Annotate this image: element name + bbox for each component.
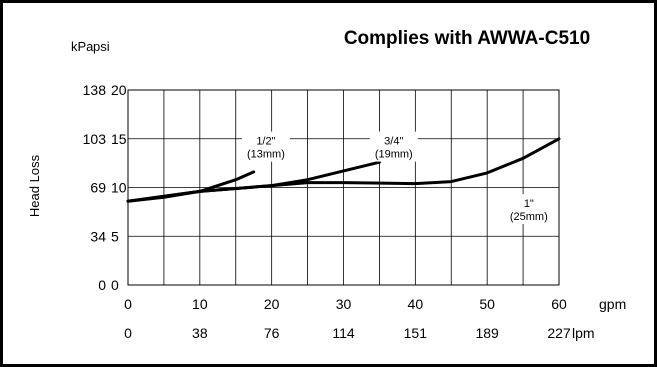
series-labels: 1/2"(13mm) 3/4"(19mm) 1"(25mm) — [241, 131, 553, 224]
x-tick-label-gpm: 0 — [124, 296, 132, 312]
series-label-2: 1" — [524, 198, 534, 210]
y-tick-label-psi: 5 — [111, 228, 119, 244]
y-tick-label-psi: 15 — [111, 131, 127, 147]
chart-title: Complies with AWWA-C510 — [344, 28, 590, 49]
x-tick-label-gpm: 20 — [264, 296, 280, 312]
x-tick-label-lpm: 38 — [192, 325, 208, 341]
y-unit-kpa: kPa — [71, 39, 94, 54]
tick-labels: 0 10 20 30 40 50 60 0 38 76 114 151 189 227 0 5 10 15 20 0 3… — [83, 82, 571, 341]
series-line-0 — [126, 170, 256, 203]
y-tick-label-kpa: 103 — [83, 131, 107, 147]
series-label-0: 1/2" — [256, 136, 275, 148]
x-tick-label-lpm: 114 — [332, 325, 355, 341]
y-tick-label-psi: 20 — [111, 82, 127, 98]
x-tick-label-lpm: 151 — [404, 325, 428, 341]
series-label-bg — [241, 131, 290, 162]
y-tick-label-kpa: 0 — [98, 277, 106, 293]
series-label-1: (19mm) — [375, 149, 413, 161]
y-tick-label-kpa: 34 — [90, 228, 106, 244]
head-loss-chart: Complies with AWWA-C510 kPa psi Head Los… — [27, 28, 626, 341]
y-tick-label-kpa: 69 — [90, 180, 106, 196]
series-lines — [126, 137, 561, 203]
x-tick-label-lpm: 76 — [264, 325, 280, 341]
x-tick-label-lpm: 0 — [124, 325, 132, 341]
grid — [127, 89, 560, 286]
plot-area-border — [127, 89, 560, 286]
series-label-bg — [504, 194, 553, 224]
x-tick-label-gpm: 50 — [479, 296, 495, 312]
x-tick-label-gpm: 60 — [551, 296, 567, 312]
y-tick-label-psi: 10 — [111, 180, 127, 196]
x-tick-label-lpm: 189 — [475, 325, 499, 341]
y-unit-psi: psi — [93, 39, 110, 54]
y-tick-label-kpa: 138 — [83, 82, 107, 98]
series-line-2 — [126, 137, 561, 203]
x-tick-label-gpm: 10 — [192, 296, 208, 312]
series-label-1: 3/4" — [384, 136, 403, 148]
x-unit-gpm: gpm — [599, 296, 626, 312]
series-label-bg — [369, 131, 418, 162]
x-tick-label-lpm: 227 — [547, 325, 571, 341]
y-axis-label: Head Loss — [27, 154, 42, 217]
y-tick-label-psi: 0 — [111, 277, 119, 293]
x-tick-label-gpm: 40 — [408, 296, 424, 312]
series-label-2: (25mm) — [510, 211, 548, 223]
series-label-0: (13mm) — [247, 149, 285, 161]
x-unit-lpm: lpm — [572, 325, 595, 341]
x-tick-label-gpm: 30 — [336, 296, 352, 312]
